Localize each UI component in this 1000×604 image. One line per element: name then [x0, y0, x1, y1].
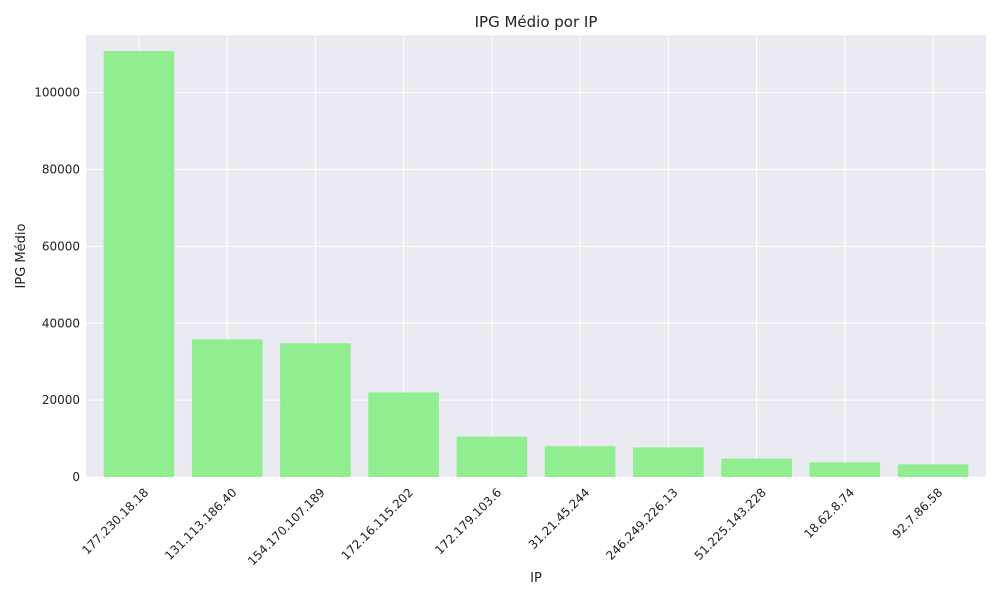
x-tick-label: 246.249.226.13: [603, 485, 680, 562]
y-axis-ticks: 0 20000 40000 60000 80000 100000: [34, 86, 80, 484]
bar: [368, 392, 439, 477]
y-tick-label: 20000: [42, 393, 80, 407]
bar: [191, 339, 263, 477]
bar: [280, 343, 351, 477]
y-axis-label: IPG Médio: [14, 224, 29, 289]
bar: [633, 447, 704, 477]
y-tick-label: 80000: [42, 163, 80, 177]
x-tick-label: 172.16.115.202: [339, 485, 416, 562]
x-axis-ticks: 177.230.18.18 131.113.186.40 154.170.107.1…: [79, 485, 945, 568]
grid-lines: [86, 35, 986, 478]
x-tick-label: 18.62.8.74: [801, 485, 857, 541]
y-tick-label: 40000: [42, 316, 80, 330]
bar: [809, 462, 881, 477]
bar: [103, 51, 175, 477]
x-tick-label: 177.230.18.18: [79, 485, 151, 557]
bar: [721, 458, 792, 477]
y-tick-label: 0: [72, 470, 80, 484]
x-tick-label: 131.113.186.40: [162, 485, 239, 562]
x-tick-label: 51.225.143.228: [692, 485, 769, 562]
x-axis-label: IP: [530, 571, 542, 586]
bars: [103, 51, 969, 477]
y-tick-label: 100000: [34, 86, 80, 100]
x-tick-label: 31.21.45.244: [526, 485, 593, 552]
bar: [456, 436, 528, 477]
chart-title: IPG Médio por IP: [475, 13, 598, 31]
x-tick-label: 154.170.107.189: [245, 485, 328, 568]
x-tick-label: 92.7.86.58: [890, 485, 946, 541]
y-tick-label: 60000: [42, 239, 80, 253]
x-tick-label: 172.179.103.6: [432, 485, 504, 557]
bar: [544, 446, 616, 477]
bar: [897, 464, 969, 477]
